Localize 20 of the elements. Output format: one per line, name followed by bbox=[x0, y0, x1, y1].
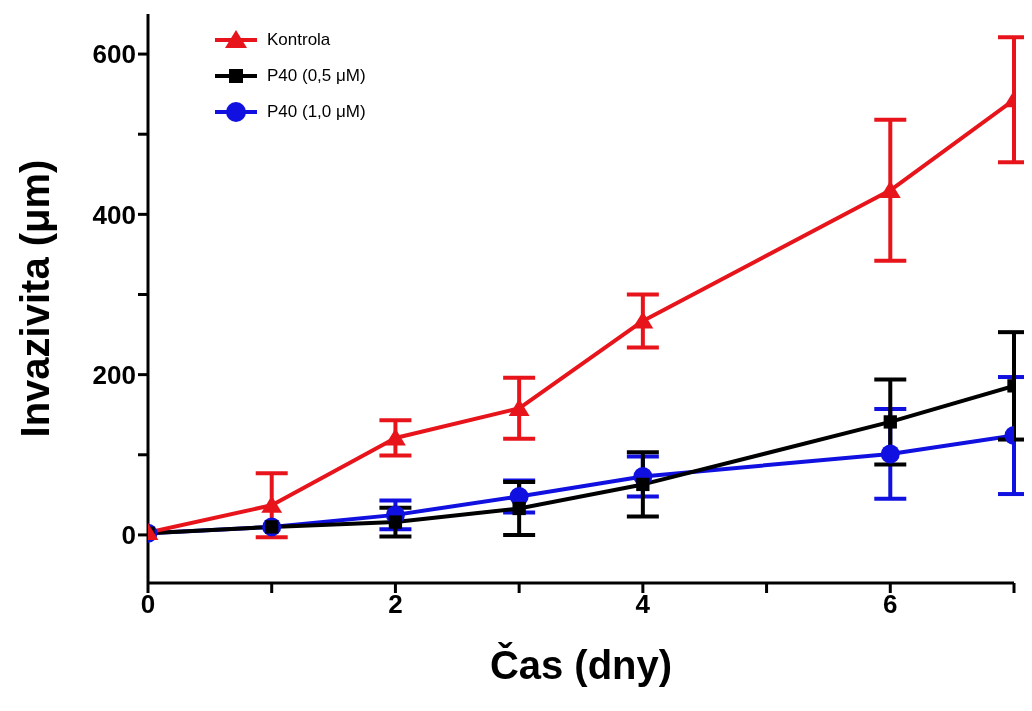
x-tick-label: 0 bbox=[140, 589, 156, 620]
legend-label: Kontrola bbox=[267, 30, 331, 50]
x-axis-title: Čas (dny) bbox=[489, 642, 673, 687]
y-tick-label: 600 bbox=[92, 39, 136, 70]
y-tick-label: 0 bbox=[121, 520, 136, 551]
point bbox=[261, 495, 283, 513]
point bbox=[512, 501, 526, 516]
point bbox=[636, 477, 650, 492]
point bbox=[508, 398, 530, 416]
y-tick-label: 400 bbox=[92, 199, 136, 230]
point bbox=[388, 515, 403, 529]
x-tick-label: 2 bbox=[388, 589, 403, 620]
x-tick-label: 4 bbox=[635, 589, 651, 620]
legend-label: P40 (0,5 μM) bbox=[267, 66, 366, 86]
y-tick-label: 200 bbox=[92, 359, 136, 390]
point bbox=[384, 428, 406, 446]
x-tick-label: 6 bbox=[883, 589, 898, 620]
point bbox=[632, 311, 654, 329]
legend-label: P40 (1,0 μM) bbox=[267, 102, 366, 122]
y-axis-title: Invazivita (μm) bbox=[13, 159, 58, 438]
